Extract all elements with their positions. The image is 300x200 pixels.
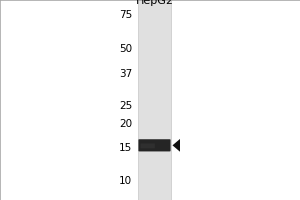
FancyBboxPatch shape <box>140 143 155 148</box>
Polygon shape <box>172 139 180 152</box>
Text: 20: 20 <box>119 119 132 129</box>
Text: 75: 75 <box>119 10 132 20</box>
Text: 50: 50 <box>119 44 132 54</box>
Text: 25: 25 <box>119 101 132 111</box>
Bar <box>138 0 171 200</box>
FancyBboxPatch shape <box>138 139 171 151</box>
Text: 15: 15 <box>119 143 132 153</box>
Text: 37: 37 <box>119 69 132 79</box>
Text: 10: 10 <box>119 176 132 186</box>
Text: HepG2: HepG2 <box>136 0 173 6</box>
